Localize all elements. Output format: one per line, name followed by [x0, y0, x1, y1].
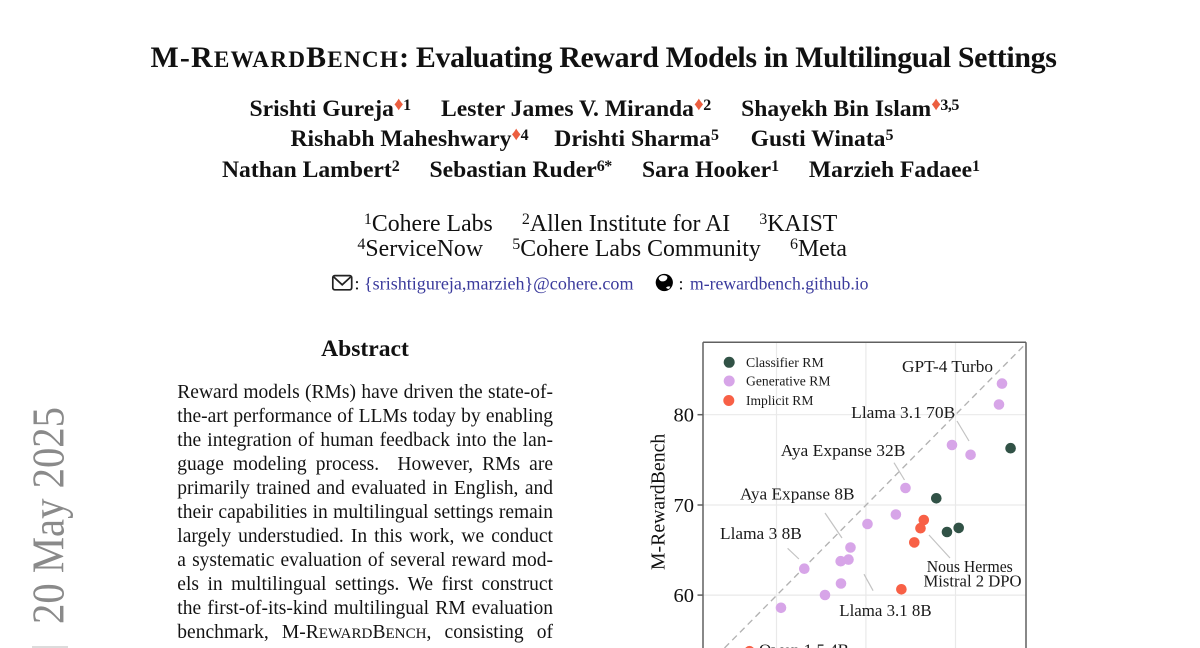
- svg-text:80: 80: [674, 405, 695, 427]
- svg-text:Llama 3.1 70B: Llama 3.1 70B: [851, 403, 955, 422]
- svg-text:Classifier RM: Classifier RM: [746, 355, 824, 370]
- svg-text:Generative RM: Generative RM: [746, 374, 831, 389]
- svg-text:Implicit RM: Implicit RM: [746, 393, 813, 408]
- svg-text::: :: [679, 274, 684, 294]
- svg-text:Mistral 2 DPO: Mistral 2 DPO: [924, 572, 1022, 591]
- svg-text:{srishtigureja,marzieh}@cohere: {srishtigureja,marzieh}@cohere.com: [364, 274, 634, 294]
- svg-text:70: 70: [674, 495, 695, 517]
- svg-text:Nous Hermes: Nous Hermes: [927, 557, 1013, 576]
- svg-text:Llama 3 8B: Llama 3 8B: [720, 524, 802, 543]
- svg-text:GPT-4 Turbo: GPT-4 Turbo: [902, 357, 993, 376]
- svg-text:20 May 2025: 20 May 2025: [23, 407, 73, 624]
- svg-text:Aya Expanse 32B: Aya Expanse 32B: [781, 441, 906, 460]
- svg-text:M-RewardBench: M-RewardBench: [647, 434, 669, 570]
- svg-text:Aya Expanse 8B: Aya Expanse 8B: [740, 485, 855, 504]
- svg-text:Llama 3.1 8B: Llama 3.1 8B: [839, 601, 931, 620]
- svg-text:Qwen 1.5 4B: Qwen 1.5 4B: [759, 641, 849, 648]
- svg-text:60: 60: [674, 585, 695, 607]
- svg-text::: :: [355, 274, 360, 294]
- svg-text:m-rewardbench.github.io: m-rewardbench.github.io: [690, 274, 869, 294]
